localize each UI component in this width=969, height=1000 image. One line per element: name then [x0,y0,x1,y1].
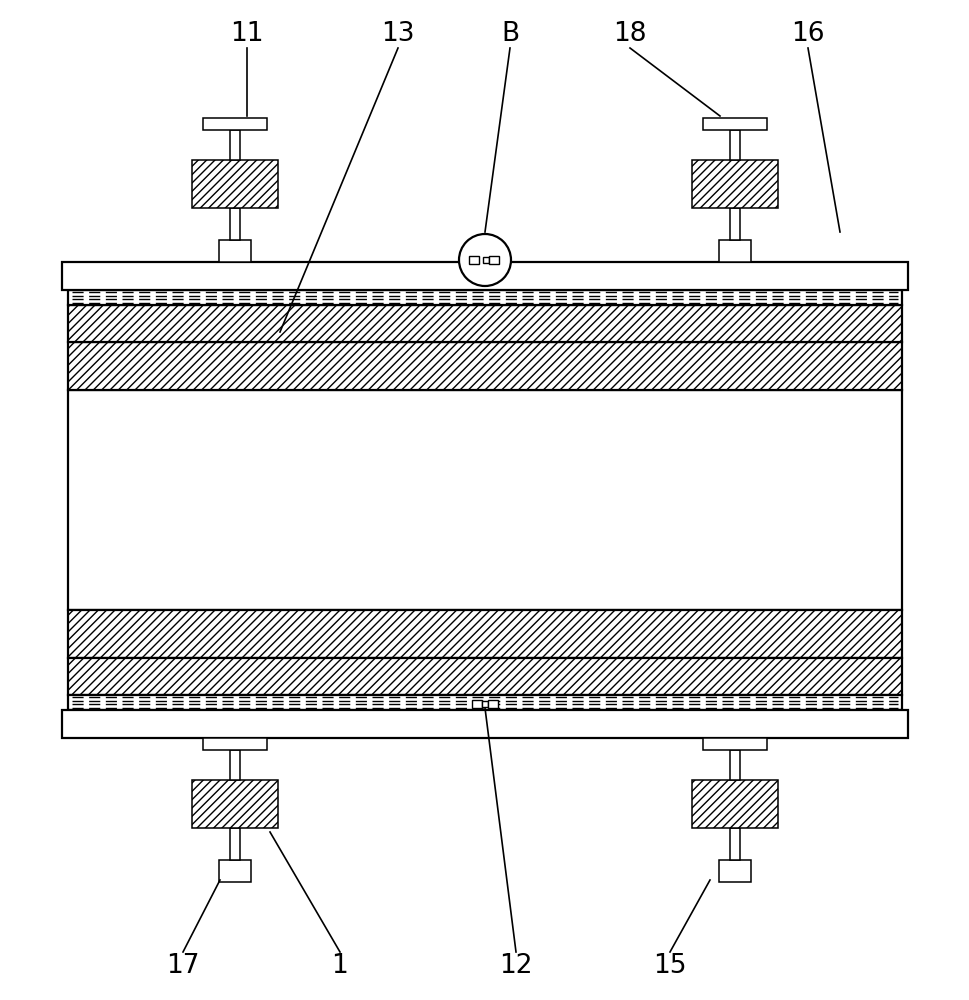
Bar [68,342,901,390]
Bar [62,262,907,290]
Text: 1: 1 [331,953,348,979]
Bar [469,256,479,264]
Bar [691,160,777,208]
Bar [219,860,251,882]
Circle shape [458,234,511,286]
Bar [718,860,750,882]
Bar [230,130,239,160]
Bar [68,390,901,610]
Bar [219,240,251,262]
Bar [691,780,777,828]
Bar [192,160,278,208]
Bar [730,828,739,860]
Bar [68,695,901,710]
Bar [730,208,739,240]
Text: 15: 15 [652,953,686,979]
Bar [730,130,739,160]
Bar [62,710,907,738]
Text: 13: 13 [381,21,415,47]
Text: 11: 11 [230,21,264,47]
Bar [68,658,901,695]
Bar [68,290,901,305]
Bar [230,208,239,240]
Bar [203,738,266,750]
Bar [488,256,498,264]
Bar [192,780,278,828]
Text: 16: 16 [791,21,824,47]
Bar [730,750,739,780]
Text: 12: 12 [499,953,532,979]
Bar [482,701,487,707]
Text: 17: 17 [166,953,200,979]
Bar [68,305,901,342]
Bar [718,240,750,262]
Bar [487,700,497,708]
Bar [472,700,482,708]
Bar [483,257,488,263]
Text: B: B [500,21,518,47]
Bar [68,610,901,658]
Bar [703,738,766,750]
Bar [703,118,766,130]
Text: 18: 18 [612,21,646,47]
Bar [230,828,239,860]
Bar [230,750,239,780]
Bar [203,118,266,130]
